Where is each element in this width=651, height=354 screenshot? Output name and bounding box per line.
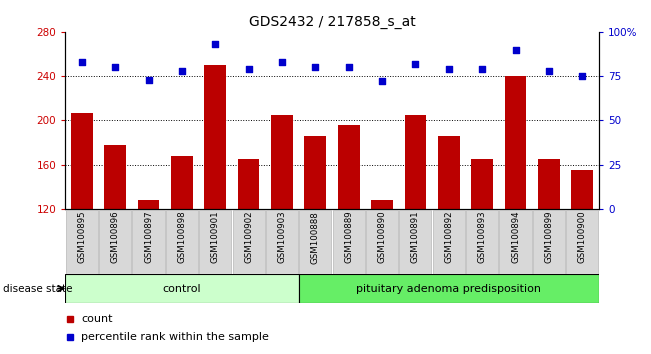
FancyBboxPatch shape — [533, 210, 565, 274]
Bar — [371, 200, 393, 342]
Bar — [271, 115, 293, 342]
FancyBboxPatch shape — [499, 210, 531, 274]
Text: GSM100903: GSM100903 — [277, 211, 286, 263]
Bar — [471, 159, 493, 342]
Point — [176, 68, 187, 74]
Text: GSM100896: GSM100896 — [111, 211, 120, 263]
Bar — [505, 76, 527, 342]
Bar — [305, 136, 326, 342]
Bar — [404, 115, 426, 342]
Point — [77, 59, 87, 65]
Text: disease state: disease state — [3, 284, 73, 293]
Point — [243, 66, 254, 72]
Point — [310, 64, 320, 70]
FancyBboxPatch shape — [366, 210, 398, 274]
Text: control: control — [163, 284, 201, 293]
FancyBboxPatch shape — [400, 210, 432, 274]
FancyBboxPatch shape — [466, 210, 498, 274]
Point — [277, 59, 287, 65]
Bar — [338, 125, 359, 342]
FancyBboxPatch shape — [99, 210, 131, 274]
Text: pituitary adenoma predisposition: pituitary adenoma predisposition — [356, 284, 541, 293]
FancyBboxPatch shape — [566, 210, 598, 274]
FancyBboxPatch shape — [232, 210, 264, 274]
Bar — [572, 170, 593, 342]
Bar — [65, 274, 299, 303]
FancyBboxPatch shape — [333, 210, 365, 274]
Text: GSM100895: GSM100895 — [77, 211, 87, 263]
Point — [410, 61, 421, 67]
Text: GSM100890: GSM100890 — [378, 211, 387, 263]
Point — [443, 66, 454, 72]
Bar — [71, 113, 92, 342]
Point — [210, 41, 221, 47]
Text: GSM100894: GSM100894 — [511, 211, 520, 263]
Point — [510, 47, 521, 52]
Text: GSM100900: GSM100900 — [577, 211, 587, 263]
Point — [143, 77, 154, 82]
Bar — [137, 200, 159, 342]
Text: GSM100888: GSM100888 — [311, 211, 320, 264]
Text: count: count — [81, 314, 113, 324]
Text: GSM100893: GSM100893 — [478, 211, 487, 263]
Text: GSM100902: GSM100902 — [244, 211, 253, 263]
FancyBboxPatch shape — [166, 210, 198, 274]
Bar — [238, 159, 260, 342]
Bar — [204, 65, 226, 342]
Bar — [104, 145, 126, 342]
FancyBboxPatch shape — [433, 210, 465, 274]
FancyBboxPatch shape — [299, 210, 331, 274]
Text: GSM100897: GSM100897 — [144, 211, 153, 263]
FancyBboxPatch shape — [199, 210, 231, 274]
Text: GSM100899: GSM100899 — [544, 211, 553, 263]
Text: GSM100889: GSM100889 — [344, 211, 353, 263]
FancyBboxPatch shape — [133, 210, 165, 274]
Bar — [299, 274, 599, 303]
Text: GSM100901: GSM100901 — [211, 211, 220, 263]
Title: GDS2432 / 217858_s_at: GDS2432 / 217858_s_at — [249, 16, 415, 29]
Point — [544, 68, 554, 74]
Text: GSM100892: GSM100892 — [444, 211, 453, 263]
Point — [577, 73, 587, 79]
Bar — [438, 136, 460, 342]
Point — [477, 66, 488, 72]
Point — [110, 64, 120, 70]
Point — [344, 64, 354, 70]
Text: GSM100891: GSM100891 — [411, 211, 420, 263]
Bar — [171, 156, 193, 342]
Text: percentile rank within the sample: percentile rank within the sample — [81, 332, 269, 342]
FancyBboxPatch shape — [266, 210, 298, 274]
Bar — [538, 159, 560, 342]
Point — [377, 79, 387, 84]
FancyBboxPatch shape — [66, 210, 98, 274]
Text: GSM100898: GSM100898 — [177, 211, 186, 263]
